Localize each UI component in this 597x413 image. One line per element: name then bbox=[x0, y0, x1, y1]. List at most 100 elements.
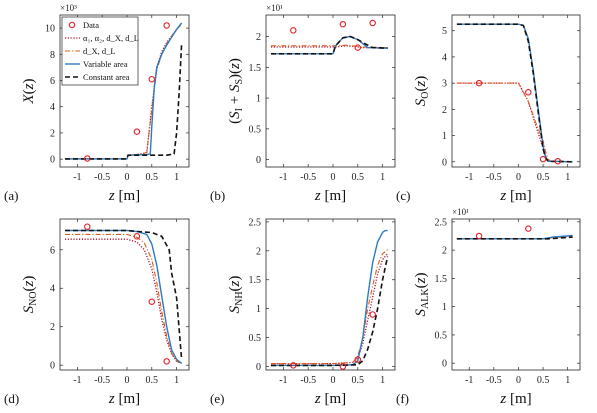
legend-label: Data bbox=[83, 20, 99, 30]
x-tick-label: -1 bbox=[465, 172, 473, 183]
y-axis-label: SALK(z) bbox=[413, 273, 431, 317]
x-axis-label: z [m] bbox=[499, 188, 531, 204]
panel-label: (f) bbox=[396, 391, 409, 406]
y-tick-label: 5 bbox=[442, 26, 447, 37]
y-tick-label: 2 bbox=[442, 246, 447, 257]
data-point bbox=[554, 157, 562, 165]
data-point bbox=[133, 128, 141, 135]
panel-label: (d) bbox=[4, 391, 19, 406]
data-point bbox=[133, 233, 141, 240]
data-point bbox=[525, 225, 532, 232]
legend: Data α₁, α₂, d_X, d_L d_X, d_L Variable are… bbox=[61, 16, 139, 86]
y-tick-label: 8 bbox=[50, 50, 55, 61]
x-tick-label: 1 bbox=[380, 375, 385, 386]
data-point bbox=[475, 79, 483, 87]
y-tick-label: 2 bbox=[256, 246, 261, 257]
data-point bbox=[354, 356, 362, 363]
y-tick-label: 2.5 bbox=[435, 217, 448, 228]
y-tick-label: 4 bbox=[50, 284, 55, 295]
y-tick-label: 1 bbox=[256, 94, 261, 105]
y-tick-label: 6 bbox=[50, 76, 55, 87]
x-tick-label: -0.5 bbox=[94, 375, 110, 386]
y-axis-label: X(z) bbox=[21, 78, 37, 104]
axis-exponent: ×10¹ bbox=[266, 3, 283, 13]
y-tick-label: 1.5 bbox=[249, 63, 262, 74]
series-line-dxdl bbox=[65, 233, 182, 364]
x-axis-label: z [m] bbox=[314, 391, 346, 407]
data-point bbox=[369, 311, 376, 318]
data-point bbox=[148, 75, 156, 83]
y-tick-label: 0 bbox=[50, 361, 55, 372]
x-tick-label: 1 bbox=[380, 172, 385, 183]
y-tick-label: 0 bbox=[442, 359, 447, 370]
y-tick-label: 0.5 bbox=[249, 124, 262, 135]
y-tick-label: 3 bbox=[442, 79, 447, 90]
data-point bbox=[475, 232, 483, 240]
legend-entry-alpha: α₁, α₂, d_X, d_L bbox=[65, 33, 139, 43]
x-axis-label: z [m] bbox=[108, 391, 140, 407]
y-axis-label: SO(z) bbox=[413, 76, 431, 107]
y-tick-label: 2 bbox=[256, 32, 261, 43]
legend-marker bbox=[68, 21, 76, 29]
series-line-constant bbox=[65, 229, 183, 360]
x-tick-label: -0.5 bbox=[94, 172, 110, 183]
axis-exponent: ×10¹ bbox=[452, 207, 469, 217]
x-tick-label: 0.5 bbox=[146, 172, 159, 183]
panel-label: (c) bbox=[396, 188, 410, 203]
panel-d: -1 -0.5 0 0.5 1 0 2 4 6 SNO(z) z [m] (d) bbox=[4, 218, 190, 407]
y-axis-label: SNH(z) bbox=[227, 276, 245, 314]
x-axis-label: z [m] bbox=[108, 188, 140, 204]
x-tick-label: 1 bbox=[565, 375, 570, 386]
x-tick-label: -1 bbox=[73, 172, 81, 183]
legend-entry-dxdl: d_X, d_L bbox=[65, 46, 116, 56]
series-line-constant bbox=[65, 43, 183, 160]
legend-label: d_X, d_L bbox=[83, 46, 116, 56]
legend-entry-variable: Variable area bbox=[65, 59, 128, 69]
data-point bbox=[525, 89, 532, 96]
y-tick-label: 1.5 bbox=[435, 274, 448, 285]
data-point bbox=[339, 363, 347, 370]
x-tick-label: -1 bbox=[73, 375, 81, 386]
y-tick-label: 2 bbox=[442, 105, 447, 116]
axes-box bbox=[451, 218, 581, 371]
series-line-constant bbox=[271, 35, 388, 55]
x-tick-label: 0.5 bbox=[146, 375, 159, 386]
x-tick-label: -0.5 bbox=[486, 172, 502, 183]
legend-entry-constant: Constant area bbox=[65, 72, 130, 82]
x-tick-label: 0.5 bbox=[352, 375, 365, 386]
data-point bbox=[339, 20, 347, 28]
x-tick-label: 0 bbox=[330, 172, 335, 183]
y-tick-label: 2 bbox=[50, 128, 55, 139]
y-tick-label: 0 bbox=[442, 157, 447, 168]
panel-b: -1 -0.5 0 0.5 1 0 0.5 1 1.5 2 ×10¹ (SI + SS)(z) z [m… bbox=[210, 3, 396, 204]
axis-exponent: ×10³ bbox=[60, 3, 77, 13]
x-tick-label: 1 bbox=[174, 375, 179, 386]
series-line-variable bbox=[271, 35, 388, 55]
y-tick-label: 10 bbox=[45, 24, 55, 35]
y-tick-label: 0.5 bbox=[435, 330, 448, 341]
x-tick-label: 0 bbox=[124, 172, 129, 183]
x-axis-label: z [m] bbox=[499, 391, 531, 407]
x-tick-label: 0.5 bbox=[537, 375, 550, 386]
series-line-alpha bbox=[65, 238, 182, 364]
data-point bbox=[148, 298, 156, 305]
x-tick-label: -0.5 bbox=[300, 172, 316, 183]
x-tick-label: 0.5 bbox=[537, 172, 550, 183]
data-point bbox=[354, 44, 362, 51]
y-tick-label: 0 bbox=[256, 155, 261, 166]
x-tick-label: 1 bbox=[174, 172, 179, 183]
series-line-dxdl bbox=[271, 44, 388, 49]
x-tick-label: 0 bbox=[330, 375, 335, 386]
series-line-alpha bbox=[271, 253, 389, 365]
x-tick-label: 0 bbox=[516, 375, 521, 386]
data-point bbox=[163, 358, 170, 365]
y-tick-label: 4 bbox=[50, 102, 55, 113]
legend-label: α₁, α₂, d_X, d_L bbox=[83, 33, 139, 43]
legend-label: Constant area bbox=[83, 72, 130, 82]
y-tick-label: 1 bbox=[256, 304, 261, 315]
series-line-constant bbox=[456, 236, 573, 240]
y-axis-label: SNO(z) bbox=[21, 276, 39, 314]
x-tick-label: -0.5 bbox=[300, 375, 316, 386]
series-line-constant bbox=[456, 23, 573, 163]
